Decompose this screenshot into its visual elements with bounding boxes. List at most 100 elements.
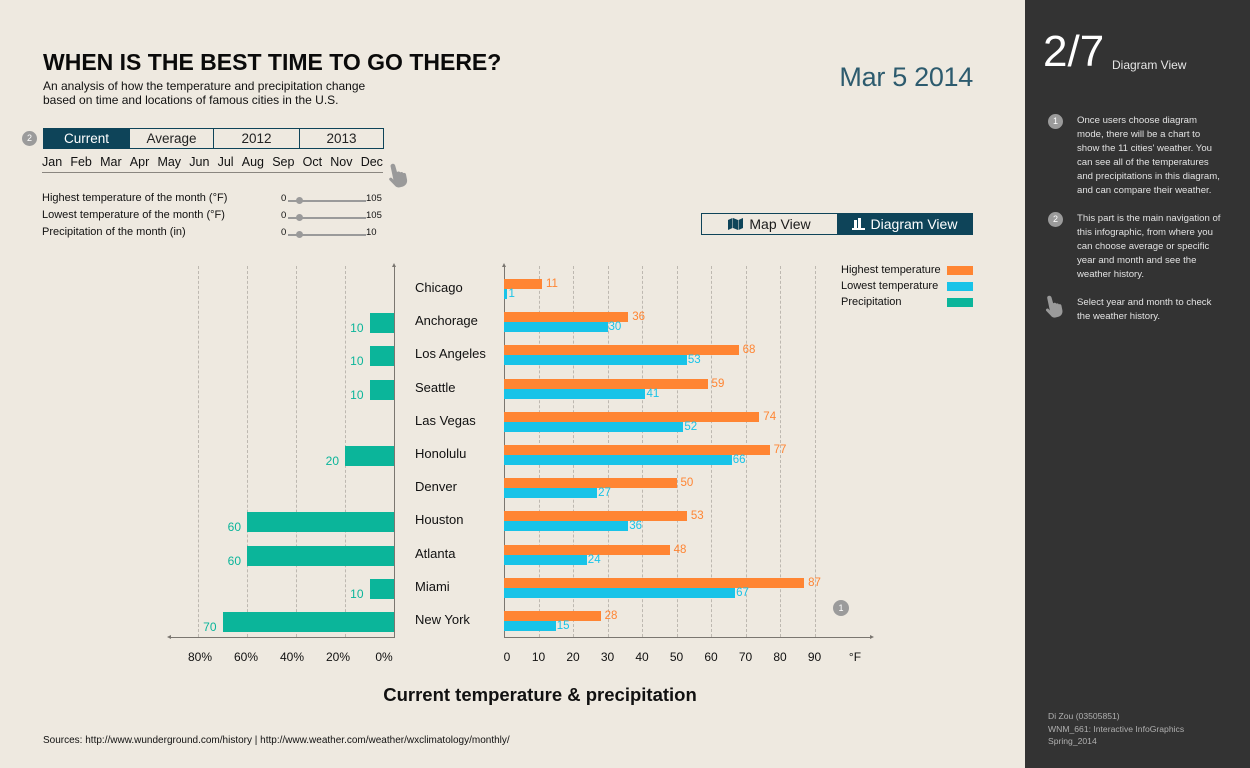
lowest-temp-bar[interactable] — [504, 355, 687, 366]
note-badge-2: 2 — [1048, 212, 1063, 227]
note-badge-1: 1 — [1048, 114, 1063, 129]
axis-arrow-up — [392, 263, 396, 267]
lowest-temp-bar[interactable] — [504, 621, 556, 631]
note-line: mode, there will be a chart to — [1077, 129, 1201, 140]
legend-label: Precipitation — [841, 296, 902, 308]
highest-temp-value: 53 — [690, 510, 704, 523]
precipitation-value: 60 — [227, 553, 241, 568]
legend-swatch-cyan — [947, 282, 973, 291]
month-jan[interactable]: Jan — [42, 155, 63, 169]
highest-temp-bar[interactable] — [504, 544, 670, 555]
subtitle-line: based on time and locations of famous ci… — [43, 93, 339, 107]
highest-temp-value: 48 — [673, 543, 687, 556]
note-2: This part is the main navigation of this… — [1077, 212, 1242, 282]
tab-2012[interactable]: 2012 — [213, 129, 299, 148]
lowest-temp-bar[interactable] — [504, 488, 598, 499]
month-mar[interactable]: Mar — [100, 155, 122, 169]
tab-2013[interactable]: 2013 — [299, 129, 383, 148]
precipitation-bar[interactable] — [369, 313, 394, 334]
lowest-temp-bar[interactable] — [504, 587, 736, 598]
lowest-temp-bar[interactable] — [504, 521, 629, 532]
highest-temp-slider[interactable] — [288, 200, 366, 202]
page-indicator: 2/7 — [1043, 27, 1105, 76]
slider-min-label: 0 — [281, 193, 287, 204]
highest-temp-bar[interactable] — [504, 611, 601, 621]
temperature-tick-label: 30 — [600, 650, 615, 664]
note-line: show the 11 cities' weather. You — [1077, 143, 1212, 154]
lowest-temp-bar[interactable] — [504, 289, 508, 299]
highest-temp-bar[interactable] — [504, 478, 677, 489]
note-line: weather history. — [1077, 269, 1145, 280]
precipitation-value: 10 — [350, 586, 364, 601]
view-toggle: Map View Diagram View — [701, 213, 973, 235]
axis-arrow-up — [502, 263, 506, 267]
credits: Di Zou (03505851) WNM_661: Interactive I… — [1048, 710, 1184, 748]
month-jul[interactable]: Jul — [217, 155, 234, 169]
month-nov[interactable]: Nov — [330, 155, 353, 169]
hand-pointer-icon — [1043, 294, 1067, 325]
filter-label: Lowest temperature of the month (°F) — [42, 209, 225, 221]
legend-label: Highest temperature — [841, 264, 941, 276]
month-apr[interactable]: Apr — [129, 155, 150, 169]
lowest-temp-bar[interactable] — [504, 554, 587, 565]
month-may[interactable]: May — [157, 155, 182, 169]
map-view-button[interactable]: Map View — [702, 214, 837, 234]
precipitation-gridline — [296, 266, 297, 637]
lowest-temp-bar[interactable] — [504, 388, 646, 399]
precipitation-bar[interactable] — [369, 346, 394, 367]
step-badge-2: 2 — [22, 131, 37, 146]
slider-max-label: 105 — [366, 210, 382, 221]
lowest-temp-value: 66 — [732, 454, 746, 466]
lowest-temp-slider[interactable] — [288, 217, 366, 219]
precipitation-bar[interactable] — [222, 612, 394, 632]
month-jun[interactable]: Jun — [189, 155, 210, 169]
highest-temp-bar[interactable] — [504, 511, 687, 522]
slider-handle[interactable] — [296, 231, 304, 238]
precipitation-bar[interactable] — [247, 512, 394, 533]
precipitation-value: 20 — [325, 454, 339, 468]
precipitation-slider[interactable] — [288, 234, 366, 236]
city-label: Houston — [415, 512, 464, 528]
lowest-temp-bar[interactable] — [504, 455, 732, 465]
diagram-view-label: Diagram View — [870, 216, 958, 232]
lowest-temp-value: 30 — [608, 321, 622, 334]
precipitation-bar[interactable] — [247, 545, 394, 566]
slider-handle[interactable] — [296, 214, 304, 221]
lowest-temp-bar[interactable] — [504, 322, 608, 333]
diagram-view-button[interactable]: Diagram View — [837, 214, 972, 234]
city-label: New York — [415, 612, 470, 627]
highest-temp-bar[interactable] — [504, 445, 770, 455]
highest-temp-bar[interactable] — [504, 378, 708, 389]
temperature-tick-label: 70 — [738, 650, 753, 664]
month-dec[interactable]: Dec — [360, 155, 383, 169]
temperature-tick-label: 90 — [807, 650, 822, 664]
tab-current[interactable]: Current — [44, 129, 129, 148]
note-line: year and month and see the — [1077, 255, 1197, 266]
highest-temp-value: 74 — [763, 410, 777, 423]
note-line: can choose average or specific — [1077, 241, 1210, 252]
tab-average[interactable]: Average — [129, 129, 213, 148]
precipitation-bar[interactable] — [345, 446, 394, 466]
month-sep[interactable]: Sep — [272, 155, 295, 169]
slider-handle[interactable] — [296, 197, 304, 204]
month-aug[interactable]: Aug — [241, 155, 265, 169]
lowest-temp-bar[interactable] — [504, 421, 684, 432]
page-subtitle: An analysis of how the temperature and p… — [43, 79, 365, 107]
precipitation-bar[interactable] — [369, 379, 394, 400]
precipitation-bar[interactable] — [369, 578, 394, 599]
month-feb[interactable]: Feb — [70, 155, 92, 169]
credit-term: Spring_2014 — [1048, 736, 1097, 746]
side-panel — [1025, 0, 1250, 768]
highest-temp-bar[interactable] — [504, 279, 542, 289]
filter-label: Precipitation of the month (in) — [42, 226, 186, 238]
highest-temp-bar[interactable] — [504, 345, 739, 356]
highest-temp-bar[interactable] — [504, 312, 629, 323]
temperature-tick-label: 10 — [531, 650, 546, 664]
precipitation-gridline — [247, 266, 248, 637]
highest-temp-bar[interactable] — [504, 577, 805, 588]
sources-text: Sources: http://www.wunderground.com/his… — [43, 735, 510, 746]
axis-arrow-left — [167, 635, 171, 639]
highest-temp-bar[interactable] — [504, 411, 760, 422]
city-label: Los Angeles — [415, 346, 486, 362]
month-oct[interactable]: Oct — [302, 155, 323, 169]
